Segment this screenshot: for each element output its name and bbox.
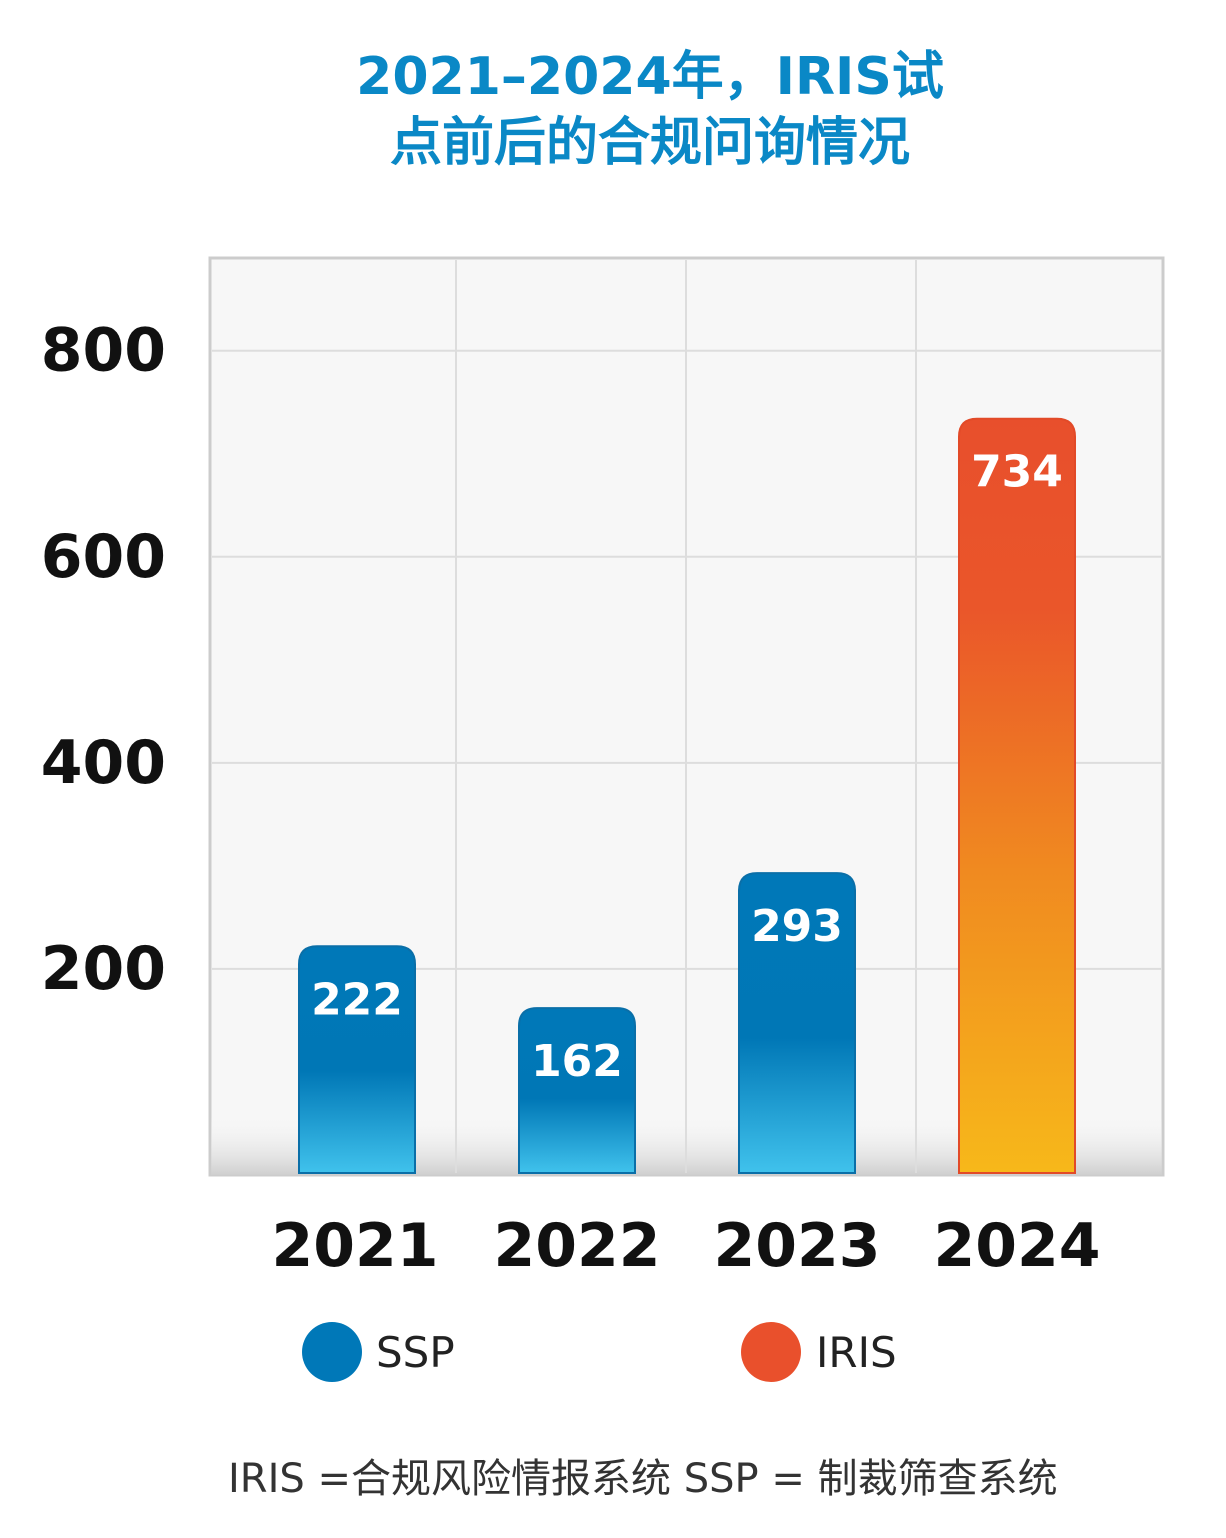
- bar-2024: [958, 417, 1076, 1174]
- y-axis-tick-labels: 200 400 600 800: [41, 316, 166, 1004]
- chart-title: 2021–2024年，IRIS试 点前后的合规问询情况: [0, 44, 1226, 176]
- legend-swatch-iris: [741, 1322, 801, 1382]
- x-axis-tick-labels: 2021 2022 2023 2024: [272, 1211, 1101, 1281]
- y-tick-400: 400: [41, 728, 166, 798]
- bar-2022: [518, 1007, 636, 1174]
- vertical-gridlines: [455, 260, 917, 1173]
- y-tick-200: 200: [41, 934, 166, 1004]
- chart-title-line-1: 2021–2024年，IRIS试: [356, 47, 944, 107]
- x-tick-2021: 2021: [272, 1211, 439, 1281]
- x-tick-2023: 2023: [714, 1211, 881, 1281]
- legend-swatch-ssp: [302, 1322, 362, 1382]
- chart-title-line-2: 点前后的合规问询情况: [389, 113, 910, 173]
- bar-value-2021: 222: [311, 974, 403, 1025]
- legend-label-iris: IRIS: [816, 1328, 897, 1377]
- x-tick-2022: 2022: [494, 1211, 661, 1281]
- y-tick-800: 800: [41, 316, 166, 386]
- bar-value-2023: 293: [751, 901, 843, 952]
- bar-value-2022: 162: [531, 1036, 623, 1087]
- bar-2023: [738, 872, 856, 1174]
- bar-2021: [298, 945, 416, 1174]
- legend-label-ssp: SSP: [376, 1328, 455, 1377]
- bar-value-2024: 734: [971, 447, 1063, 498]
- legend: SSP IRIS: [302, 1322, 897, 1382]
- bars: 222 162 293 734: [298, 417, 1076, 1174]
- y-tick-600: 600: [41, 522, 166, 592]
- x-tick-2024: 2024: [934, 1211, 1101, 1281]
- footnote: IRIS =合规风险情报系统 SSP = 制裁筛查系统: [228, 1456, 1058, 1502]
